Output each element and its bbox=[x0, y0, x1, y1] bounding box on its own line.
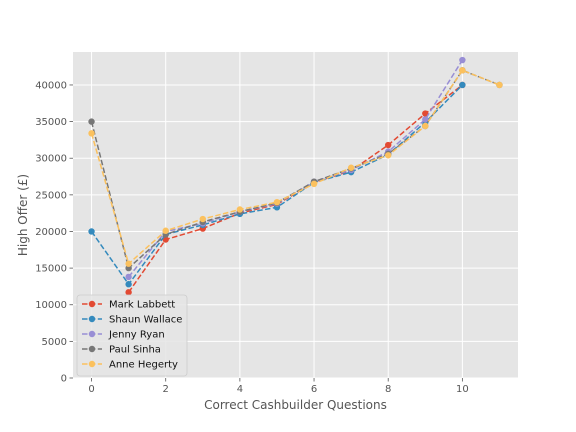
y-tick-label: 20000 bbox=[35, 227, 67, 238]
legend-item: Anne Hegerty bbox=[82, 360, 178, 371]
y-tick-label: 30000 bbox=[35, 154, 67, 165]
x-tick-label: 10 bbox=[456, 384, 469, 395]
data-point bbox=[422, 122, 429, 130]
data-point bbox=[88, 130, 95, 137]
legend-frame bbox=[76, 294, 188, 377]
data-point bbox=[88, 118, 95, 125]
data-point bbox=[88, 228, 95, 235]
y-axis: 0 5000 10000 15000 20000 25000 30000 35000 40000 bbox=[35, 80, 73, 385]
data-point bbox=[310, 180, 318, 188]
series-layer bbox=[88, 56, 503, 296]
data-point bbox=[199, 215, 206, 223]
data-point bbox=[496, 81, 503, 89]
data-point bbox=[273, 198, 281, 206]
legend: Mark Labbett Shaun Wallace Jenny Ryan Paul … bbox=[76, 294, 188, 377]
legend-label: Shaun Wallace bbox=[109, 315, 182, 326]
legend-marker bbox=[88, 345, 96, 353]
legend-marker bbox=[88, 315, 96, 323]
data-point bbox=[162, 227, 169, 234]
y-tick-label: 5000 bbox=[42, 337, 67, 348]
data-point bbox=[385, 141, 392, 149]
data-point bbox=[162, 236, 169, 243]
data-point bbox=[125, 264, 132, 272]
x-tick-label: 0 bbox=[88, 384, 94, 395]
y-tick-label: 40000 bbox=[35, 80, 67, 91]
series-line bbox=[90, 69, 500, 270]
x-tick-label: 2 bbox=[163, 384, 169, 395]
data-point bbox=[459, 81, 466, 89]
y-axis-title: High Offer (£) bbox=[16, 174, 30, 256]
series-line bbox=[90, 69, 500, 266]
data-point bbox=[459, 67, 466, 74]
legend-item: Mark Labbett bbox=[82, 300, 175, 311]
data-point bbox=[347, 164, 355, 171]
data-point bbox=[385, 152, 392, 159]
legend-label: Anne Hegerty bbox=[109, 360, 178, 371]
y-tick-label: 10000 bbox=[35, 300, 67, 311]
legend-marker bbox=[88, 330, 96, 338]
series-anne-hegerty bbox=[88, 67, 503, 267]
data-point bbox=[125, 289, 132, 296]
y-tick-label: 15000 bbox=[35, 264, 67, 275]
data-point bbox=[125, 273, 132, 281]
y-tick-label: 35000 bbox=[35, 117, 67, 128]
x-tick-label: 6 bbox=[311, 384, 317, 395]
data-point bbox=[422, 110, 429, 117]
data-point bbox=[459, 56, 466, 64]
y-tick-label: 0 bbox=[61, 374, 67, 385]
data-point bbox=[422, 116, 429, 123]
data-point bbox=[125, 281, 132, 288]
legend-item: Shaun Wallace bbox=[82, 315, 182, 326]
data-point bbox=[236, 206, 244, 213]
y-tick-label: 25000 bbox=[35, 190, 67, 201]
legend-item: Paul Sinha bbox=[82, 345, 161, 356]
legend-item: Jenny Ryan bbox=[82, 330, 165, 341]
x-axis-title: Correct Cashbuilder Questions bbox=[204, 398, 387, 412]
legend-marker bbox=[88, 300, 96, 308]
legend-label: Paul Sinha bbox=[109, 345, 161, 356]
x-axis: 0 2 4 6 8 10 bbox=[88, 378, 469, 395]
legend-marker bbox=[88, 360, 96, 368]
x-tick-label: 8 bbox=[385, 384, 391, 395]
legend-label: Jenny Ryan bbox=[108, 330, 165, 341]
x-tick-label: 4 bbox=[237, 384, 243, 395]
legend-label: Mark Labbett bbox=[109, 300, 175, 311]
data-point bbox=[125, 260, 132, 267]
